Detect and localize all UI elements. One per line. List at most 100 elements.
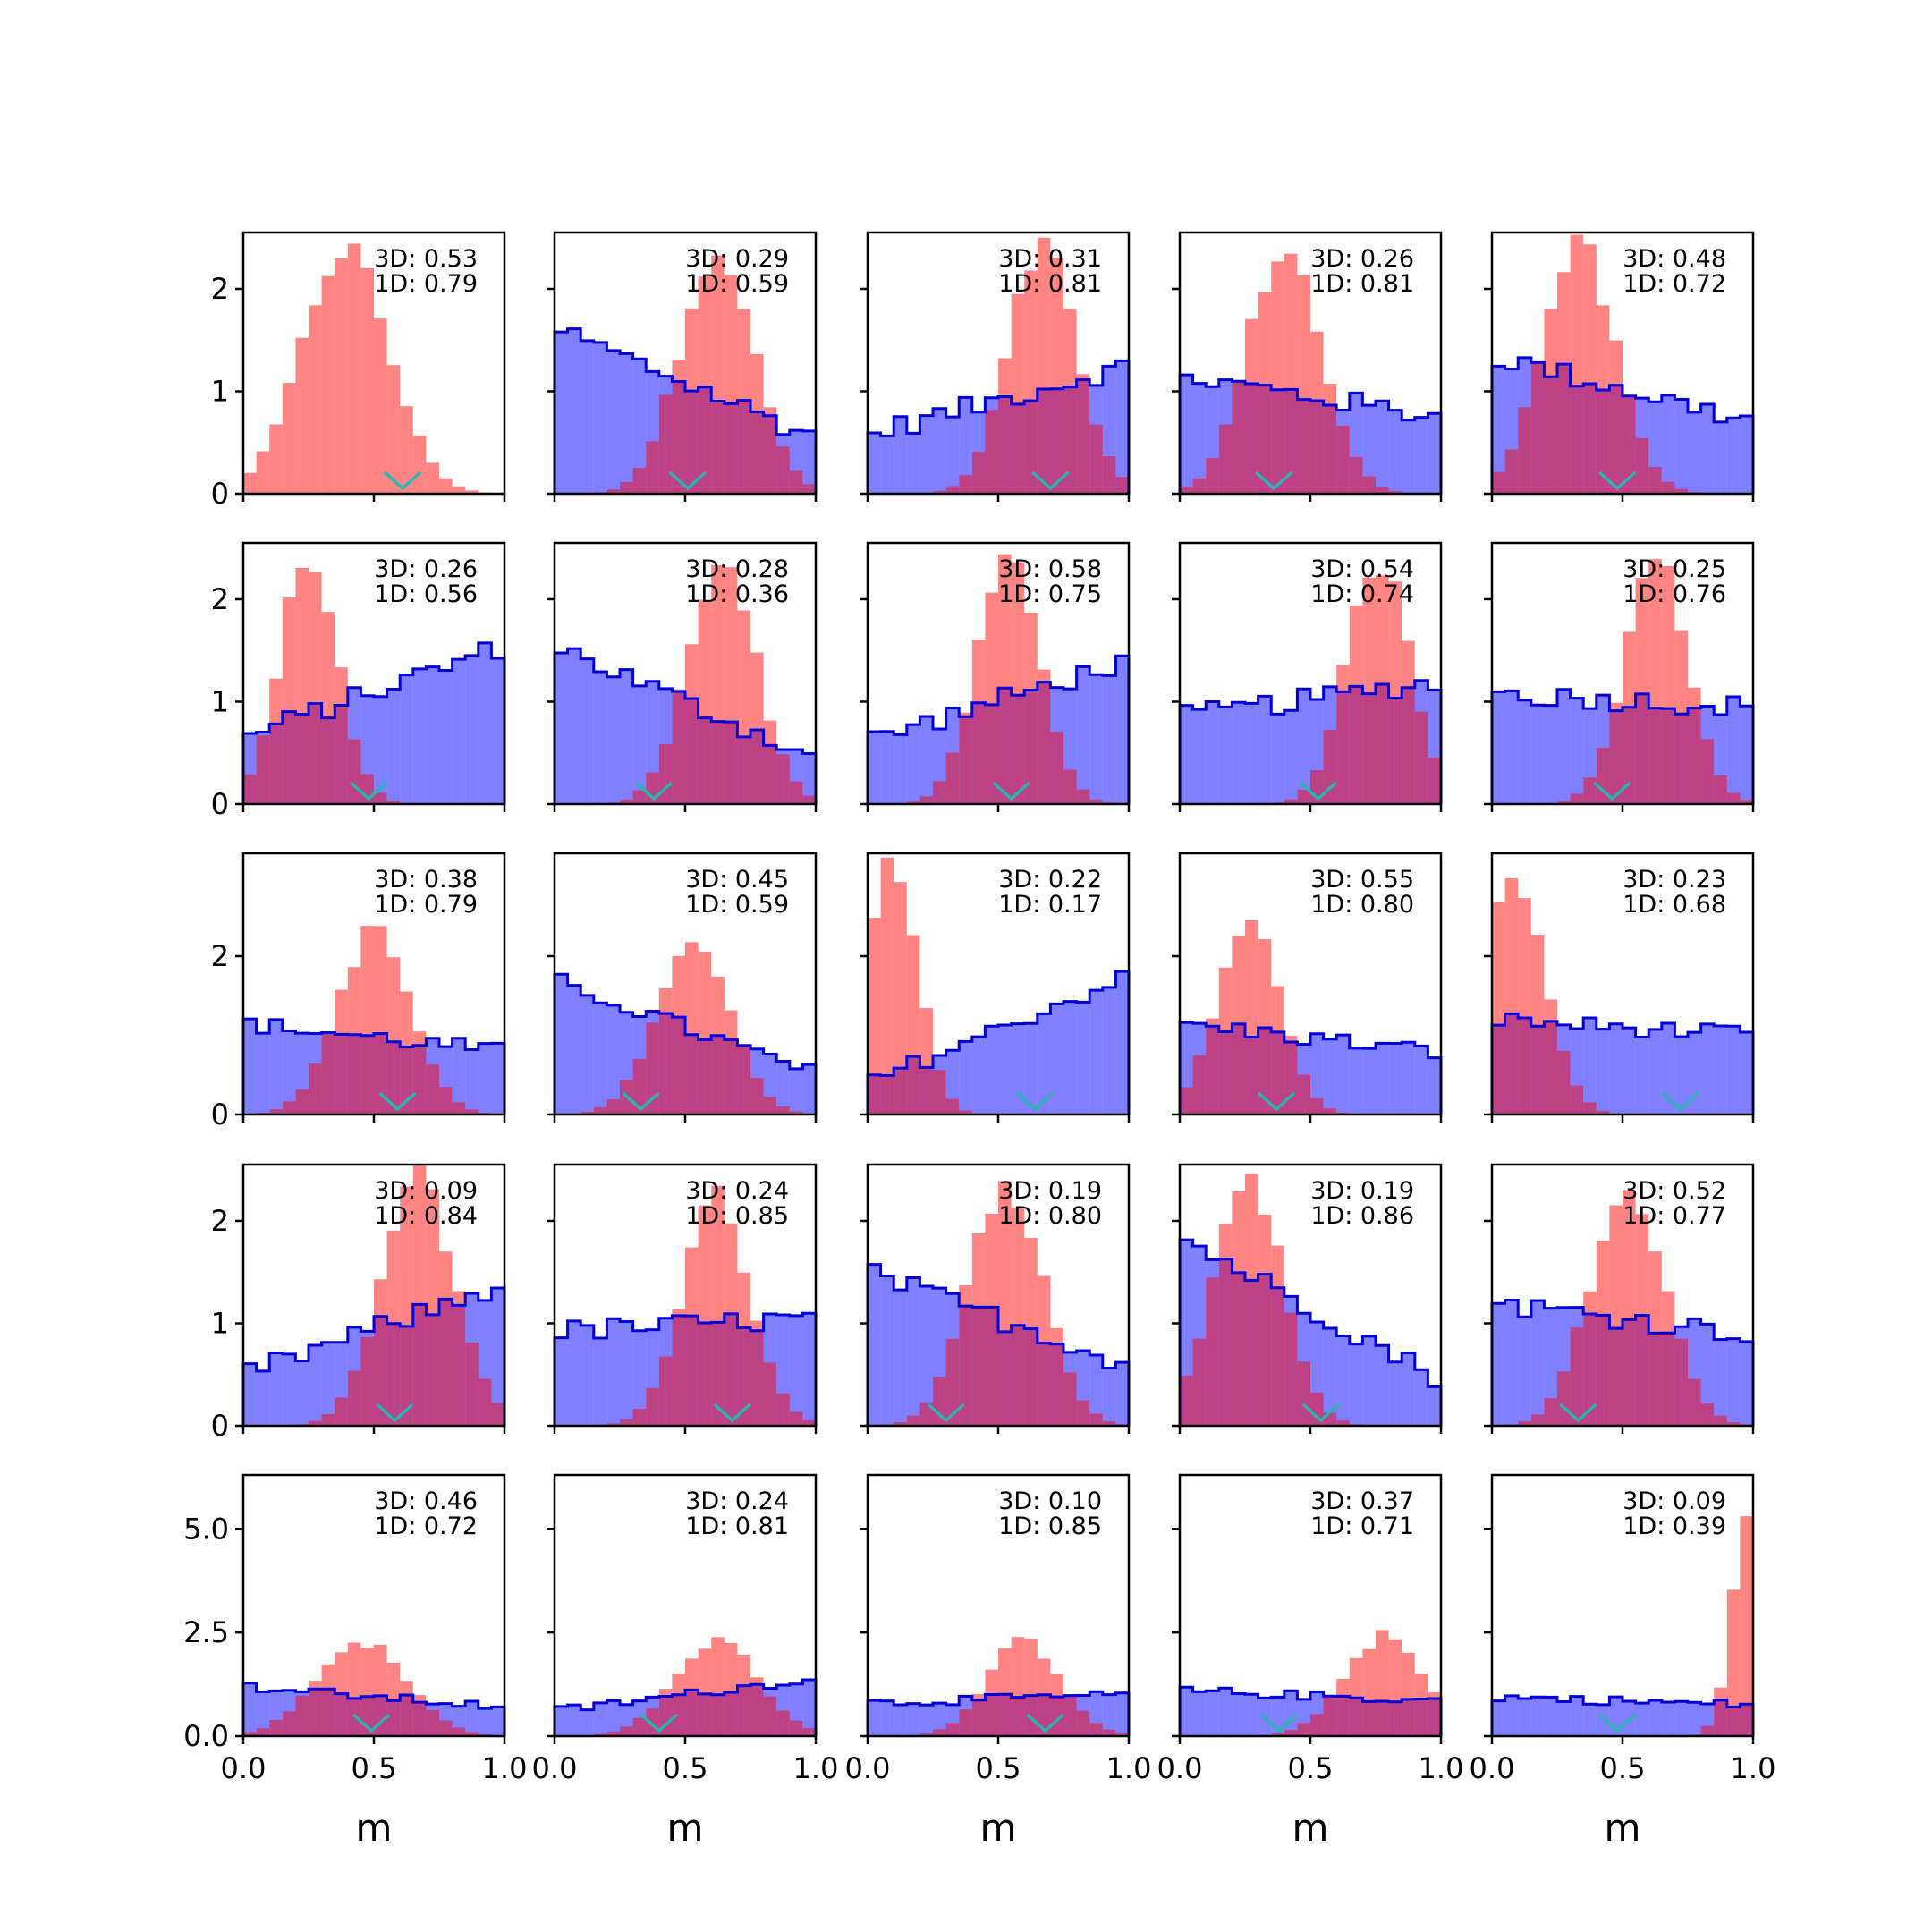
red-bar (1336, 1420, 1350, 1426)
blue-bar (1206, 1259, 1219, 1426)
red-bar (711, 1185, 724, 1426)
blue-bar (1714, 1339, 1727, 1426)
blue-bar (1218, 707, 1233, 804)
red-bar (1518, 898, 1531, 1114)
blue-bar (606, 1318, 620, 1426)
red-bar (1557, 801, 1571, 804)
red-bar (465, 1342, 479, 1426)
red-bar (894, 882, 907, 1114)
blue-bar (672, 1694, 685, 1736)
red-bar (985, 1669, 998, 1736)
marker-v (1031, 470, 1070, 491)
blue-bar (1661, 1702, 1675, 1736)
red-bar (256, 1728, 270, 1736)
blue-bar (802, 753, 816, 804)
blue-bar (1740, 706, 1753, 804)
blue-bar (452, 1305, 466, 1426)
blue-bar (439, 670, 453, 804)
red-bar (789, 470, 803, 494)
red-bar (750, 652, 764, 804)
red-bar (1037, 237, 1051, 494)
blue-step-outline (1490, 356, 1755, 494)
red-bar (945, 1338, 960, 1426)
blue-bar (452, 1038, 466, 1114)
blue-bar (1726, 697, 1741, 804)
red-bar (724, 275, 738, 494)
blue-step-outline (242, 1017, 506, 1114)
red-bar (1180, 487, 1193, 494)
red-bar (386, 365, 401, 494)
blue-bar (620, 353, 633, 494)
blue-bar (1310, 699, 1324, 804)
red-bar (360, 1336, 374, 1426)
blue-bar (1115, 656, 1129, 804)
red-bar (282, 1711, 296, 1736)
red-bar (985, 410, 998, 494)
blue-bar (868, 731, 881, 804)
red-bar (763, 1696, 777, 1736)
blue-step-outline (866, 970, 1131, 1114)
marker-v (1301, 1402, 1340, 1423)
blue-bar (1648, 402, 1662, 494)
annotation-3d: 3D: 0.22 (998, 866, 1102, 894)
blue-bar (672, 1315, 685, 1426)
blue-bar (1635, 1037, 1649, 1114)
blue-bar (412, 1304, 427, 1426)
red-bar (1674, 630, 1688, 804)
red-bar (724, 1642, 738, 1736)
blue-bar (1024, 1023, 1038, 1114)
blue-bar (1388, 1361, 1402, 1426)
red-bar (698, 1648, 712, 1736)
blue-bar (386, 1700, 401, 1736)
marker-v (1254, 470, 1293, 491)
blue-bar (1336, 691, 1350, 804)
blue-step-outline (1490, 1012, 1755, 1114)
red-bar (959, 475, 972, 494)
blue-bar (282, 711, 296, 804)
blue-bar (374, 1316, 387, 1426)
blue-bar (998, 1331, 1012, 1426)
red-bar (906, 801, 920, 804)
marker-v (1026, 1713, 1064, 1733)
blue-step-outline (1178, 373, 1443, 494)
blue-bar (646, 1329, 659, 1426)
red-bar (750, 1077, 764, 1114)
blue-bar (606, 1700, 620, 1736)
blue-bar (1376, 683, 1389, 804)
red-bar (1635, 1214, 1649, 1426)
blue-bar (1740, 1341, 1753, 1426)
blue-bar (985, 704, 998, 804)
blue-bar (1050, 687, 1063, 804)
blue-bar (269, 724, 283, 804)
red-bar (750, 353, 764, 494)
blue-bar (1518, 1017, 1531, 1114)
blue-bar (1530, 362, 1545, 494)
blue-bar (894, 416, 907, 494)
blue-bar (1504, 691, 1519, 804)
red-bar (1530, 363, 1545, 494)
red-bar (1661, 1291, 1675, 1426)
blue-bar (1218, 1258, 1233, 1426)
blue-bar (321, 1689, 335, 1736)
red-bar (295, 1695, 309, 1736)
annotation-1d: 1D: 0.86 (1310, 1202, 1414, 1230)
blue-bar (632, 1016, 647, 1114)
blue-bar (894, 1290, 907, 1426)
annotation-3d: 3D: 0.28 (685, 555, 789, 583)
red-bar (1076, 789, 1090, 804)
red-bar (452, 1727, 466, 1736)
red-bar (1063, 769, 1077, 804)
red-bar (985, 1213, 998, 1426)
red-bar (724, 1223, 738, 1426)
annotation-3d: 3D: 0.54 (1310, 555, 1414, 583)
x-axis-label: m (980, 1806, 1017, 1850)
blue-bar (593, 672, 607, 804)
blue-bar (1011, 1325, 1025, 1426)
red-bar (698, 951, 712, 1114)
blue-bar (1428, 1386, 1441, 1426)
blue-bar (646, 681, 659, 804)
red-bar (632, 1409, 647, 1426)
blue-bar (672, 381, 685, 494)
blue-bar (919, 1067, 933, 1114)
